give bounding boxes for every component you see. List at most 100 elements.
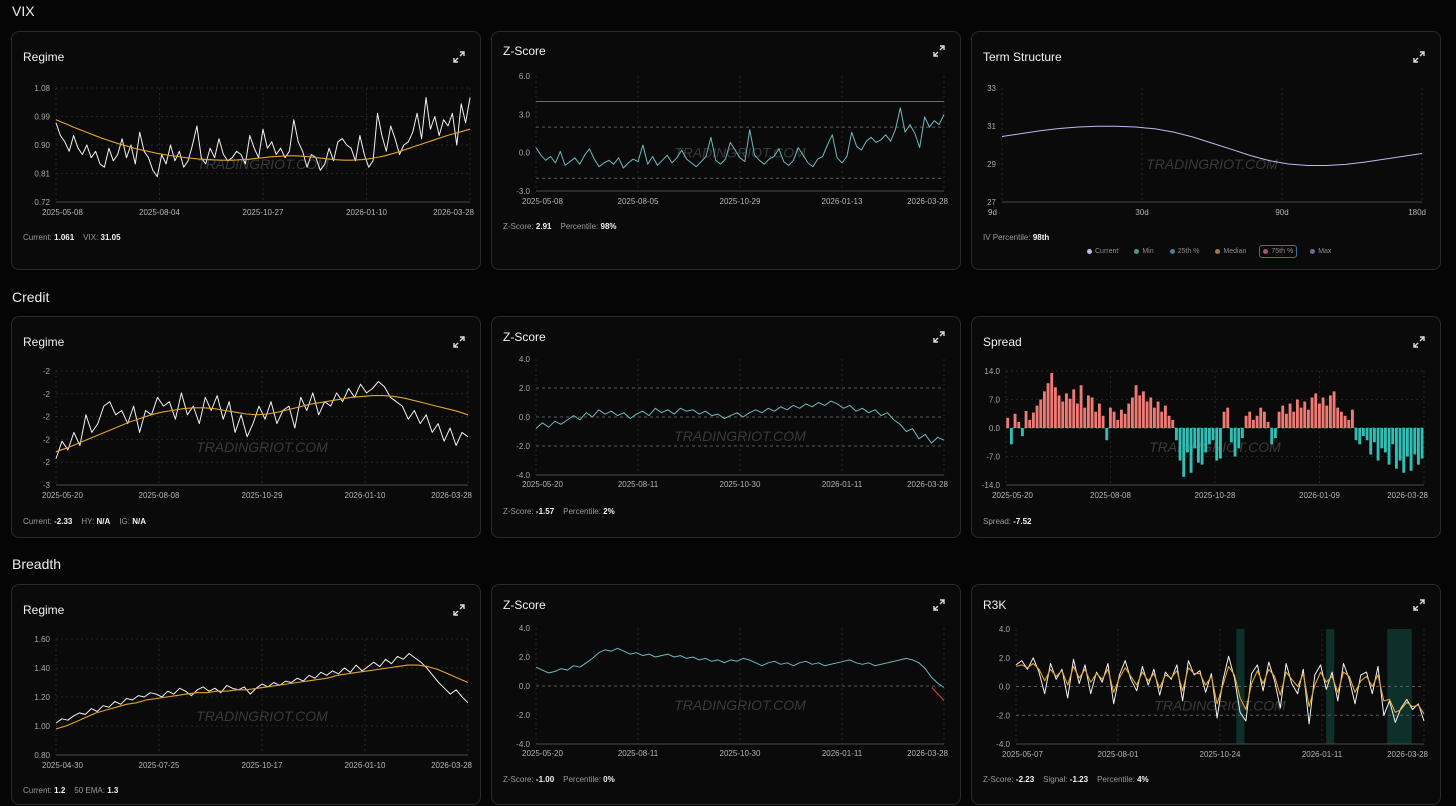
- spread-bar: [1229, 428, 1233, 443]
- spread-bar: [1072, 389, 1076, 428]
- x-tick-label: 2025-04-30: [42, 761, 83, 770]
- spread-bar: [1035, 405, 1039, 428]
- spread-bar: [1288, 403, 1292, 428]
- y-tick-label: 0.0: [989, 424, 1001, 433]
- x-tick-label: 2025-05-20: [522, 749, 563, 758]
- y-tick-label: 4.0: [519, 624, 531, 633]
- breadth-r3k-footer: Z-Score: -2.23 Signal: -1.23 Percentile: 4…: [983, 775, 1149, 784]
- y-tick-label: 0.90: [34, 141, 50, 150]
- spread-bar: [1317, 403, 1321, 428]
- section-title-breadth: Breadth: [12, 556, 62, 572]
- y-tick-label: 0.0: [519, 682, 531, 691]
- expand-icon[interactable]: [1412, 335, 1426, 349]
- spread-bar: [1310, 397, 1314, 428]
- credit-regime-footer: Current: -2.33 HY: N/A IG: N/A: [23, 517, 146, 526]
- spread-bar: [1336, 407, 1340, 428]
- legend-item-25th[interactable]: 25th %: [1167, 246, 1203, 257]
- spread-bar: [1248, 411, 1252, 428]
- expand-icon[interactable]: [452, 50, 466, 64]
- x-tick-label: 2025-10-29: [720, 197, 761, 206]
- x-tick-label: 2025-10-30: [720, 480, 761, 489]
- term-structure-legend: Current Min 25th % Median 75th % Max: [1084, 245, 1334, 258]
- spread-bar: [1127, 403, 1131, 428]
- x-tick-label: 2025-08-11: [618, 480, 659, 489]
- spread-bar: [1292, 411, 1296, 428]
- credit-zscore-card: Z-Score 4.0 2.0 0.0 -2.0 -4.0 2025-05-20 2025-…: [491, 316, 961, 538]
- spread-bar: [1303, 401, 1307, 428]
- breadth-regime-card: Regime 1.60 1.40 1.20 1.00 0.80 2025-04-30 202…: [11, 584, 481, 805]
- signal-value: -1.23: [1069, 775, 1089, 784]
- expand-icon[interactable]: [932, 44, 946, 58]
- spread-bar: [1325, 405, 1329, 428]
- legend-item-median[interactable]: Median: [1212, 246, 1249, 257]
- zscore-value: 2.91: [535, 222, 552, 231]
- spread-bar: [1321, 397, 1325, 428]
- spread-bar: [1394, 428, 1398, 469]
- series-line-signal: [1015, 662, 1425, 715]
- x-tick-label: 2025-08-08: [139, 491, 180, 500]
- expand-icon[interactable]: [1412, 50, 1426, 64]
- x-tick-label: 90d: [1275, 208, 1288, 217]
- series-line-regime: [55, 381, 469, 459]
- spread-bar: [1328, 395, 1332, 428]
- spread-bar: [1240, 428, 1244, 439]
- x-tick-label: 2026-03-28: [431, 491, 472, 500]
- section-title-credit: Credit: [12, 289, 50, 305]
- expand-icon[interactable]: [1412, 598, 1426, 612]
- x-tick-label: 2025-08-11: [618, 749, 659, 758]
- breadth-r3k-card: R3K 4.0 2.0 0.0 -2.0 -4.0 2025-05-07 2025-08-0…: [971, 584, 1441, 805]
- x-tick-label: 2025-10-30: [720, 749, 761, 758]
- y-tick-label: 1.60: [34, 635, 50, 644]
- spread-bar: [1039, 399, 1043, 428]
- legend-dot: [1134, 249, 1140, 254]
- spread-bar: [1108, 407, 1112, 428]
- spread-bar: [1343, 415, 1347, 428]
- legend-item-min[interactable]: Min: [1131, 246, 1156, 257]
- legend-item-current[interactable]: Current: [1084, 246, 1121, 257]
- expand-icon[interactable]: [452, 603, 466, 617]
- x-tick-label: 2025-05-20: [42, 491, 83, 500]
- spread-bar: [1196, 428, 1200, 463]
- expand-icon[interactable]: [932, 330, 946, 344]
- watermark: TRADINGRIOT.COM: [1154, 698, 1286, 714]
- expand-icon[interactable]: [452, 335, 466, 349]
- expand-icon[interactable]: [932, 598, 946, 612]
- y-tick-label: 0.99: [34, 113, 50, 122]
- spread-bar: [1222, 411, 1226, 428]
- y-tick-label: -4.0: [996, 740, 1010, 749]
- y-tick-label: 33: [987, 84, 996, 93]
- x-tick-label: 2026-03-28: [907, 197, 948, 206]
- current-value: 1.061: [54, 233, 75, 242]
- ig-value: N/A: [132, 517, 146, 526]
- spread-bar: [1332, 391, 1336, 428]
- y-tick-label: -2: [43, 435, 51, 444]
- y-tick-label: 2.0: [999, 654, 1011, 663]
- legend-item-75th[interactable]: 75th %: [1259, 245, 1298, 258]
- y-tick-label: -3.0: [516, 187, 530, 196]
- spread-bar: [1358, 428, 1362, 445]
- spread-bar: [1354, 428, 1358, 441]
- y-tick-label: 1.40: [34, 664, 50, 673]
- spread-bar: [1031, 412, 1035, 428]
- legend-dot: [1263, 249, 1269, 254]
- y-tick-label: 29: [987, 160, 996, 169]
- legend-item-max[interactable]: Max: [1307, 246, 1334, 257]
- y-tick-label: 3.0: [519, 110, 531, 119]
- vix-zscore-footer: Z-Score: 2.91 Percentile: 98%: [503, 222, 617, 231]
- card-title: Spread: [983, 335, 1022, 349]
- x-tick-label: 2025-05-07: [1002, 750, 1043, 759]
- spread-bar: [1028, 419, 1032, 428]
- y-tick-label: 0.0: [999, 683, 1011, 692]
- vix-term-footer: IV Percentile: 98th: [983, 233, 1050, 242]
- card-title: Regime: [23, 50, 65, 64]
- spread-bar: [1369, 428, 1373, 455]
- vix-zscore-card: Z-Score 6.0 3.0 0.0 -3.0 2025-05-08 2025-08-0…: [491, 31, 961, 270]
- credit-spread-card: Spread 14.0 7.0 0.0 -7.0 -14.0 2025-05-20 2025…: [971, 316, 1441, 538]
- y-tick-label: -2: [43, 413, 51, 422]
- spread-bar: [1138, 395, 1142, 428]
